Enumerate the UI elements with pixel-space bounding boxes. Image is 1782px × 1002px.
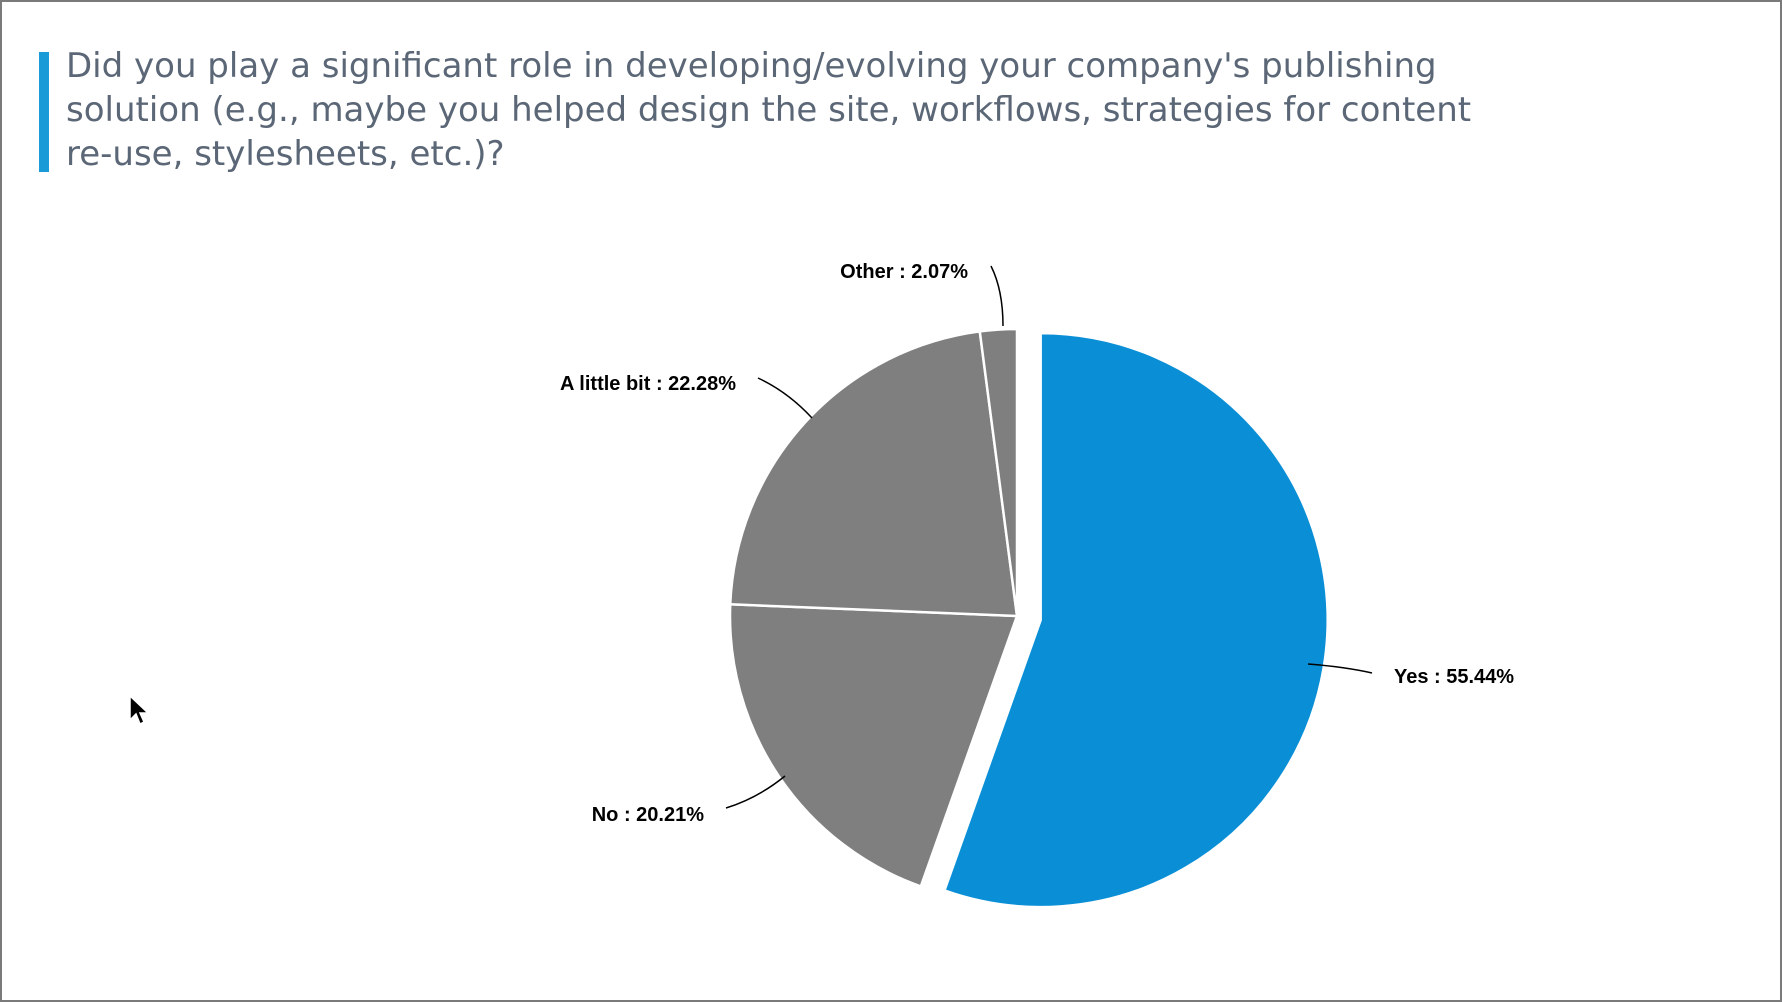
leader-line-no [725, 775, 786, 809]
slice-label-other: Other : 2.07% [840, 261, 968, 283]
pie-labels: Yes : 55.44% No : 20.21% A little bit : 22… [560, 261, 1514, 826]
pie-slice-no [728, 603, 1019, 888]
slice-label-a-little-bit: A little bit : 22.28% [560, 373, 736, 395]
page-title: Did you play a significant role in devel… [66, 46, 1472, 174]
title-accent-bar [39, 52, 49, 172]
pie-leader-lines [725, 265, 1373, 809]
pie-slice-a-little-bit [728, 330, 1019, 618]
slice-label-yes: Yes : 55.44% [1394, 666, 1514, 688]
leader-line-a-little-bit [757, 377, 813, 419]
slice-label-no: No : 20.21% [592, 804, 704, 826]
pie-slice-other [978, 327, 1019, 618]
mouse-cursor-icon [129, 694, 150, 726]
leader-line-other [990, 265, 1004, 327]
pie-slices [728, 327, 1329, 909]
pie-slice-yes [943, 331, 1329, 909]
leader-line-yes [1307, 663, 1373, 674]
